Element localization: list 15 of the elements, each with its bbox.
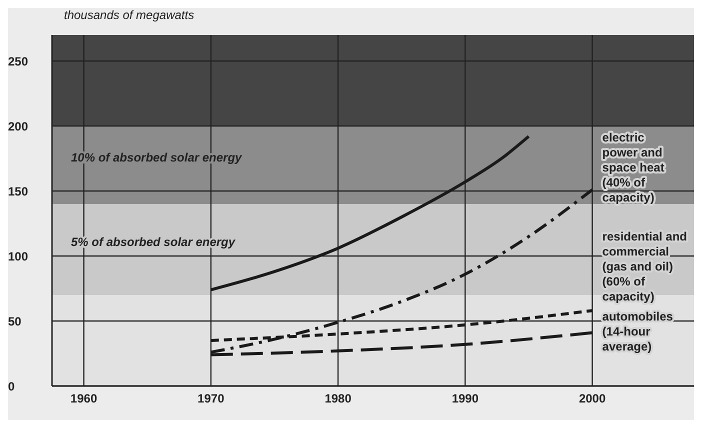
x-tick-label: 1980 <box>324 392 352 406</box>
y-tick-label: 0 <box>8 379 15 394</box>
series-label: electric power and space heat (40% of capacity) <box>602 130 664 205</box>
y-tick-label: 250 <box>8 54 28 68</box>
y-tick-label: 100 <box>8 249 28 264</box>
series-label: automobiles (14-hour average) <box>602 310 674 354</box>
x-tick-label: 1970 <box>198 392 225 406</box>
x-tick-label: 2000 <box>578 392 606 406</box>
y-tick-label: 150 <box>8 184 28 198</box>
y-tick-label: 50 <box>8 314 22 328</box>
y-tick-label: 200 <box>8 119 28 134</box>
x-tick-label: 1960 <box>70 392 98 406</box>
y-axis-title: thousands of megawatts <box>64 8 194 22</box>
series-label: residential and commercial (gas and oil) (60% of capacity) <box>602 230 687 304</box>
x-tick-label: 1990 <box>452 392 479 406</box>
